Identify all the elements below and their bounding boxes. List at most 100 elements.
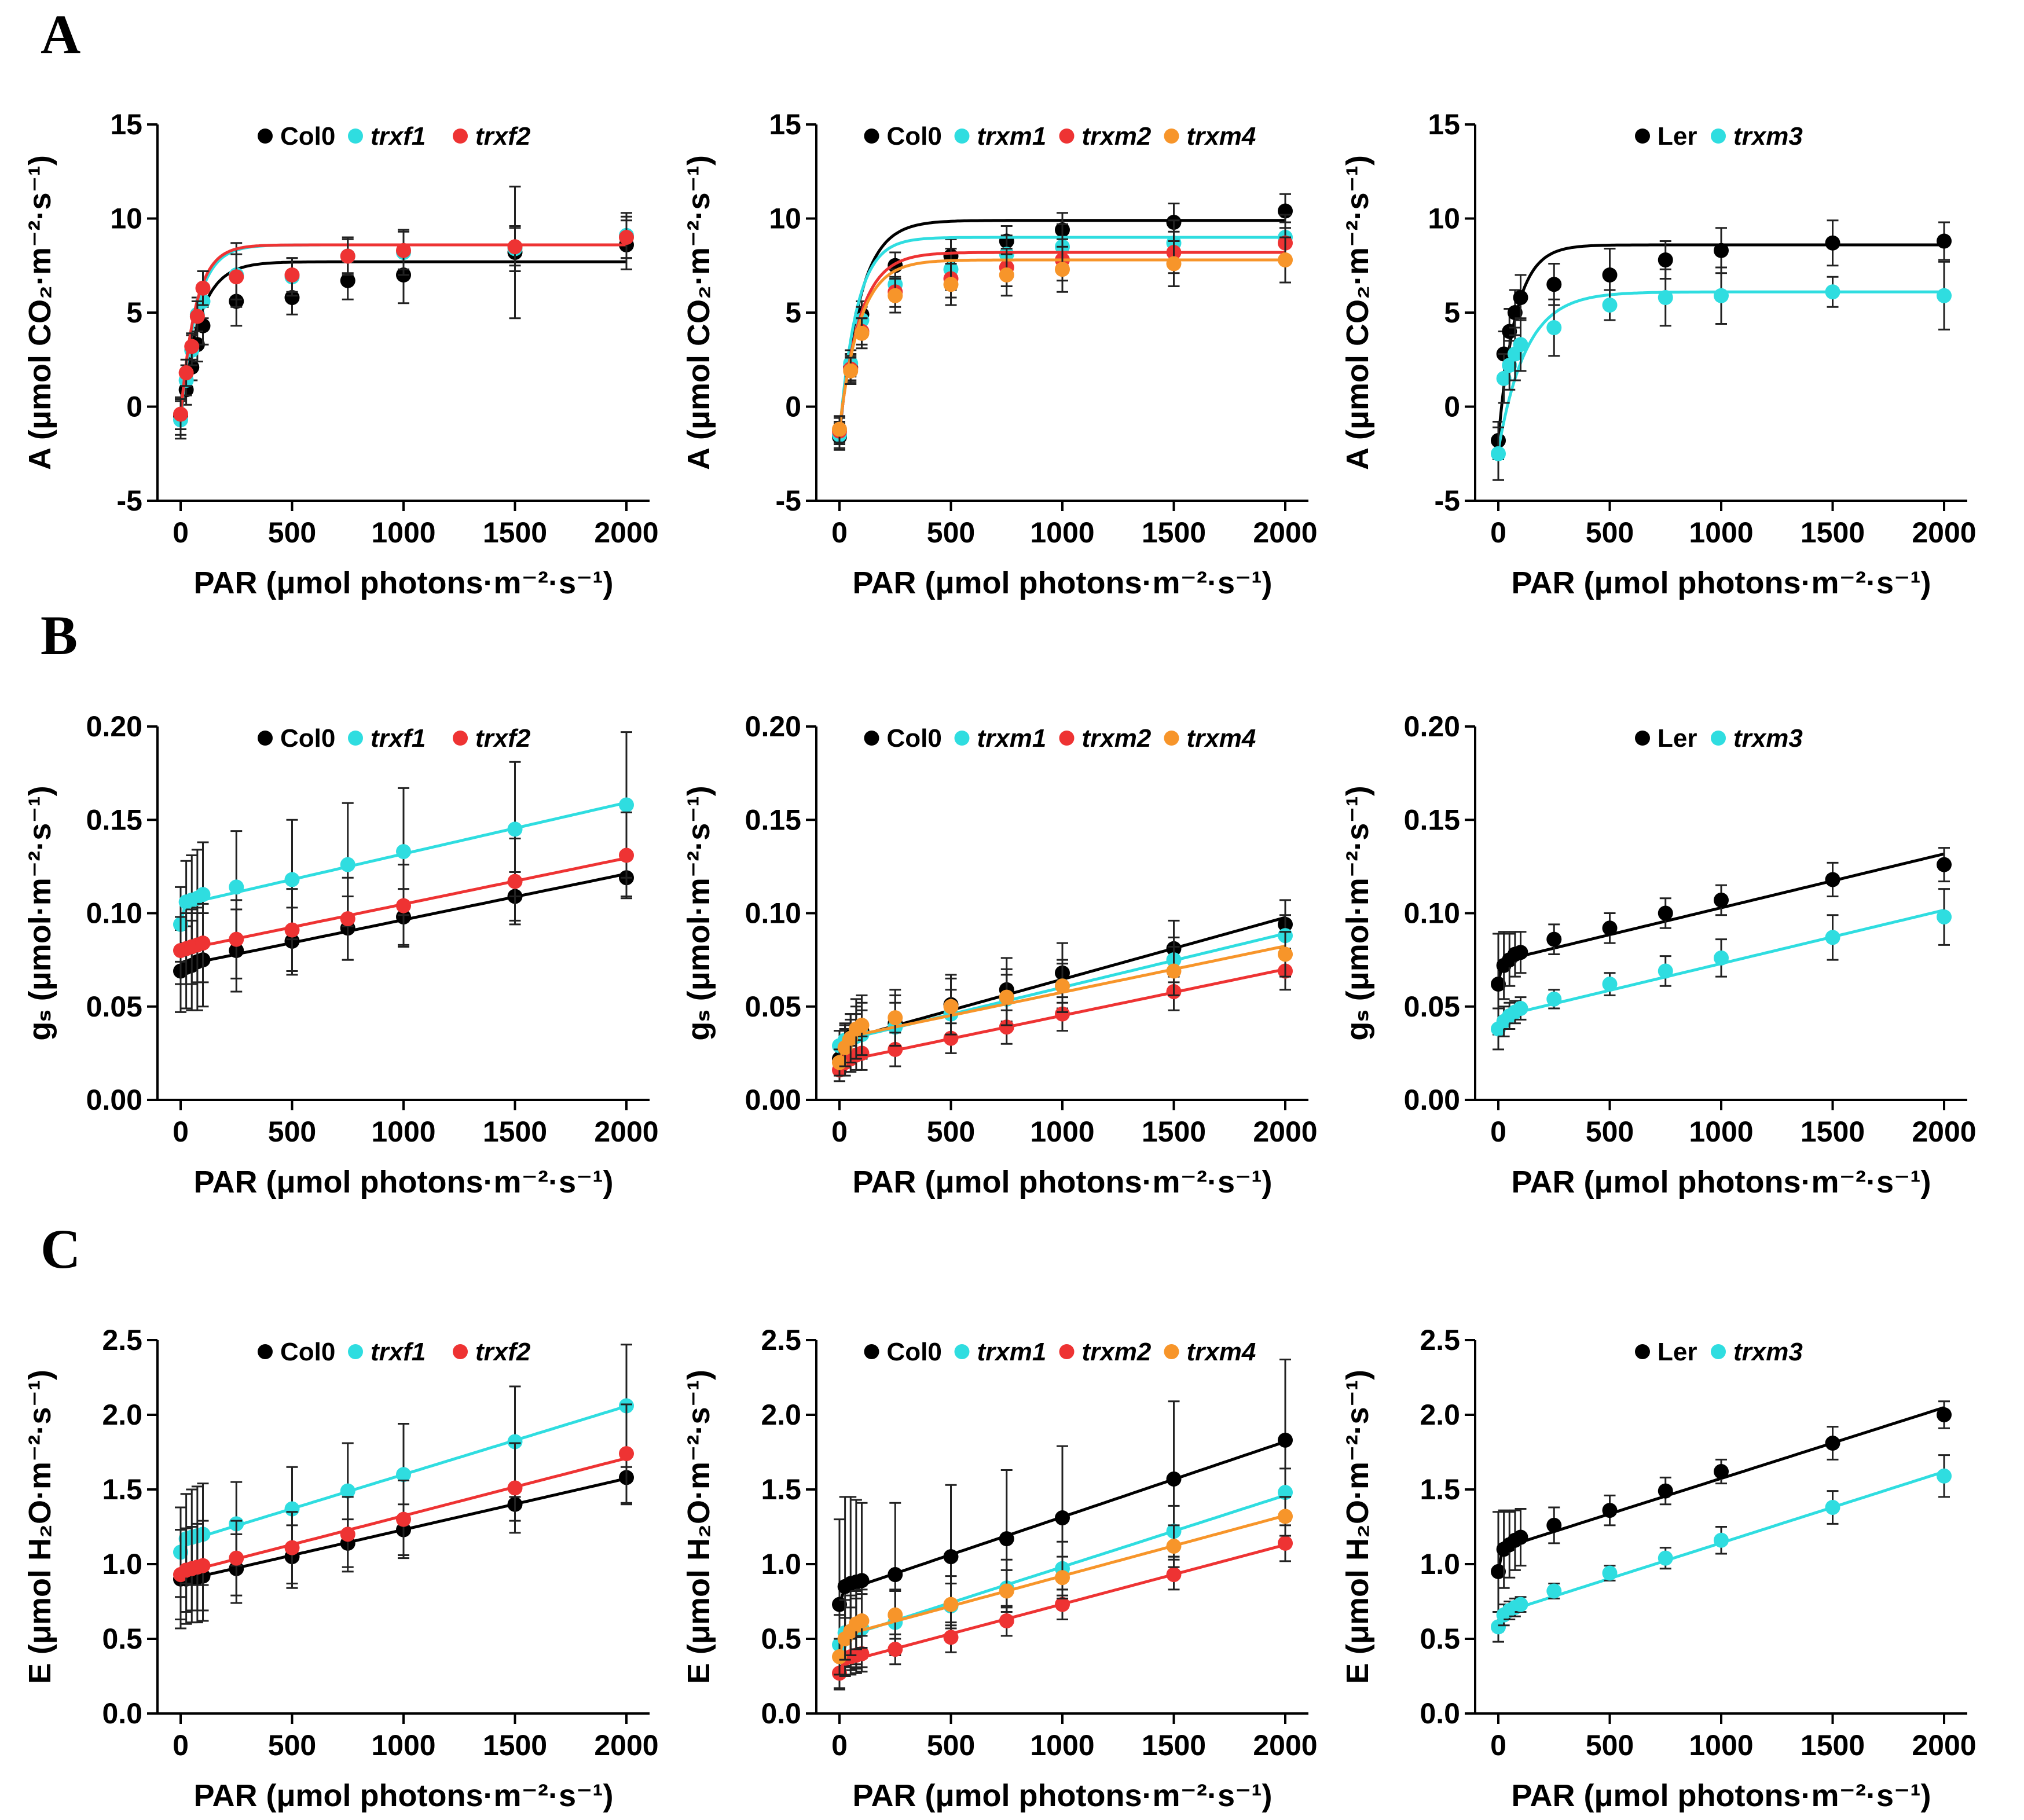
y-axis-title: gₛ (μmol·m⁻²·s⁻¹) [1340,786,1375,1041]
data-point [1513,1529,1528,1545]
data-point [1507,305,1523,320]
x-tick-label: 0 [1490,516,1506,549]
data-point [888,1010,903,1026]
x-tick-label: 500 [268,516,316,549]
y-tick-label: 0.20 [86,710,142,743]
x-tick-label: 0 [831,1116,848,1148]
data-point [1937,909,1952,924]
y-tick-label: 0.20 [1404,710,1460,743]
x-tick-label: 500 [927,516,975,549]
data-point [284,1540,300,1555]
data-point [1055,1597,1070,1612]
data-point [1825,235,1840,251]
legend-label: Ler [1658,1338,1697,1366]
y-tick-label: 0.10 [745,897,801,930]
legend-label: Col0 [887,724,942,753]
legend-label: Col0 [887,1338,942,1366]
y-axis-title: gₛ (μmol·m⁻²·s⁻¹) [681,786,716,1041]
x-tick-label: 500 [1586,516,1634,549]
legend-marker [1059,1344,1075,1359]
data-point [1714,892,1729,908]
y-tick-label: 10 [110,203,142,235]
y-tick-label: 5 [785,296,801,329]
legend-label: Col0 [280,122,335,151]
data-point [943,277,959,292]
data-point [229,269,244,285]
data-point [943,1597,959,1612]
y-tick-label: 2.0 [761,1399,801,1431]
data-point [619,847,634,863]
chart-C2: 0.0 0.5 1.0 1.5 2.0 2.5 0 500 1000 1500 2000 PAR (μ… [681,1324,1318,1813]
data-point [396,243,411,258]
legend: Ler trxm3 [1635,724,1803,753]
series-trxf2 [173,215,634,430]
data-point [1502,358,1517,373]
x-tick-label: 0 [831,1729,848,1762]
legend: Ler trxm3 [1635,1338,1803,1366]
data-point [1546,277,1562,292]
legend-label: Col0 [887,122,942,151]
x-tick-label: 1000 [371,1116,435,1148]
x-axis-title: PAR (μmol photons·m⁻²·s⁻¹) [1512,1778,1931,1813]
x-tick-label: 1500 [483,1116,547,1148]
x-tick-label: 500 [1586,1729,1634,1762]
x-tick-label: 500 [1586,1116,1634,1148]
y-tick-label: 2.0 [1420,1399,1460,1431]
series-trxm3 [1491,1454,1952,1643]
data-point [1278,1535,1293,1551]
panel-letter-c: C [41,1218,80,1280]
y-tick-label: 15 [1428,108,1460,141]
data-point [1513,337,1528,353]
legend-label: trxf1 [371,1338,426,1366]
series-Ler [1491,1400,1952,1632]
legend-marker [864,731,879,746]
y-tick-label: 1.0 [761,1548,801,1580]
data-point [189,309,205,324]
data-point [195,1558,211,1573]
data-point [1658,1483,1673,1499]
data-point [999,1531,1014,1547]
data-point [1658,290,1673,305]
data-point [1602,267,1618,282]
y-tick-label: 1.5 [102,1473,142,1506]
x-tick-label: 1500 [483,1729,547,1762]
legend-marker [453,1344,468,1359]
chart-C1: 0.0 0.5 1.0 1.5 2.0 2.5 0 500 1000 1500 2000 PAR (μ… [23,1324,659,1813]
legend-marker [864,1344,879,1359]
data-point [1937,857,1952,872]
legend-marker [1059,731,1075,746]
data-point [1714,243,1729,258]
data-point [1937,233,1952,249]
data-point [1278,1432,1293,1448]
data-point [1278,1509,1293,1524]
data-point [178,365,194,380]
legend-marker [258,129,273,144]
x-tick-label: 2000 [594,1116,658,1148]
y-axis-title: gₛ (μmol·m⁻²·s⁻¹) [23,786,57,1041]
data-point [1513,1597,1528,1612]
legend-marker [1711,1344,1726,1359]
y-tick-label: 5 [1444,296,1460,329]
y-tick-label: 0.00 [1404,1084,1460,1116]
data-point [1825,284,1840,300]
data-point [340,1483,355,1499]
legend-label: trxm2 [1082,724,1152,753]
y-axis-title: E (μmol H₂O·m⁻²·s⁻¹) [681,1370,716,1684]
y-tick-label: 0.00 [745,1084,801,1116]
y-tick-label: 0.05 [745,990,801,1023]
data-point [1658,252,1673,267]
data-point [1658,905,1673,921]
legend-marker [1059,129,1075,144]
y-tick-label: 2.0 [102,1399,142,1431]
x-tick-label: 2000 [1253,1729,1317,1762]
x-tick-label: 0 [173,1116,189,1148]
x-tick-label: 2000 [594,1729,658,1762]
x-tick-label: 500 [268,1729,316,1762]
data-point [943,1549,959,1565]
legend-label: trxm1 [977,122,1047,151]
data-point [284,922,300,938]
x-tick-label: 0 [173,1729,189,1762]
legend-marker [258,1344,273,1359]
data-point [854,1573,870,1588]
legend-label: trxm3 [1733,122,1803,151]
